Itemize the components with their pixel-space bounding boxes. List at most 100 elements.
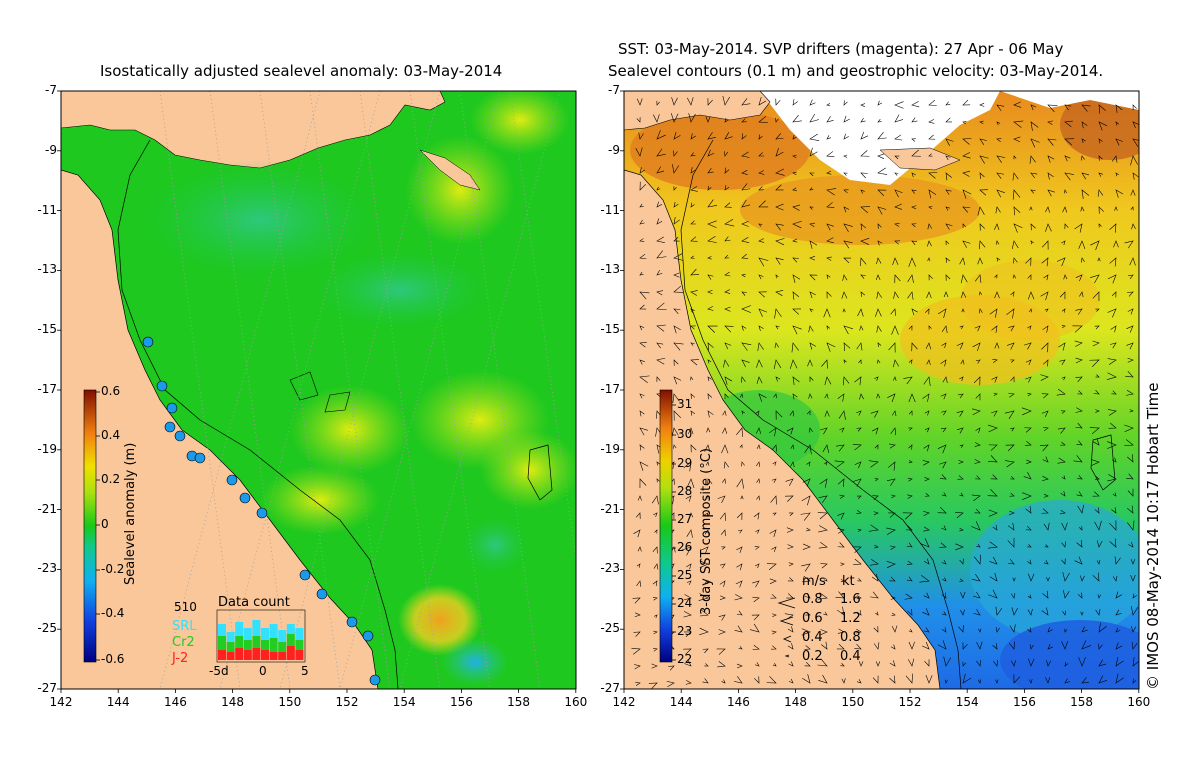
velocity-arrow	[639, 427, 648, 436]
velocity-arrow	[1027, 559, 1032, 565]
velocity-arrow	[1076, 540, 1083, 548]
velocity-arrow	[792, 99, 798, 106]
velocity-arrow	[636, 563, 641, 568]
new-caledonia-outline	[1090, 434, 1116, 491]
axis-tick-label: 148	[784, 695, 808, 709]
velocity-arrow	[860, 189, 865, 194]
velocity-arrow	[1043, 560, 1049, 565]
velocity-arrow	[772, 662, 777, 667]
velocity-arrow	[838, 410, 846, 420]
velocity-arrow	[860, 223, 867, 231]
velocity-arrow	[1095, 476, 1100, 480]
velocity-arrow	[749, 623, 760, 633]
velocity-arrow	[817, 592, 828, 600]
velocity-arrow	[1030, 104, 1037, 111]
velocity-arrow	[925, 675, 933, 684]
velocity-arrow	[854, 461, 862, 469]
velocity-arrow	[911, 138, 916, 142]
velocity-arrow	[872, 675, 879, 684]
velocity-arrow	[808, 427, 813, 433]
velocity-arrow	[809, 187, 814, 191]
velocity-arrow	[834, 460, 845, 468]
velocity-arrow	[802, 674, 811, 684]
velocity-arrow	[989, 308, 998, 318]
velocity-arrow	[907, 494, 913, 499]
velocity-arrow	[724, 236, 731, 242]
velocity-arrow	[1064, 678, 1071, 684]
velocity-arrow	[1081, 104, 1091, 112]
velocity-arrow	[1011, 660, 1017, 667]
velocity-arrow	[1124, 240, 1134, 249]
velocity-arrow	[995, 606, 1003, 616]
new-caledonia-outline	[527, 444, 553, 501]
velocity-arrow	[758, 170, 765, 175]
velocity-arrow	[944, 679, 948, 684]
velocity-arrow	[653, 512, 658, 518]
velocity-arrow	[1028, 573, 1035, 582]
velocity-arrow	[690, 393, 695, 400]
data-count-bar	[252, 620, 261, 636]
velocity-arrow	[1009, 510, 1015, 516]
velocity-arrow	[653, 114, 660, 123]
velocity-arrow	[683, 631, 692, 638]
velocity-arrow	[775, 410, 783, 420]
velocity-arrow	[826, 151, 835, 158]
velocity-arrow	[979, 155, 989, 164]
velocity-arrow	[894, 240, 900, 245]
velocity-arrow	[802, 478, 811, 487]
velocity-arrow	[922, 641, 930, 650]
velocity-arrow	[718, 629, 726, 635]
velocity-arrow	[1059, 291, 1066, 300]
sla-low-blob	[460, 515, 530, 575]
velocity-arrow	[635, 147, 643, 157]
velocity-arrow	[996, 104, 1005, 112]
velocity-arrow	[1011, 607, 1018, 616]
velocity-arrow	[1007, 522, 1015, 531]
velocity-arrow	[736, 478, 745, 489]
velocity-arrow	[802, 543, 811, 550]
velocity-arrow	[1075, 376, 1083, 383]
velocity-arrow	[1107, 358, 1117, 365]
velocity-arrow	[943, 291, 949, 298]
velocity-arrow	[719, 580, 726, 588]
velocity-arrow	[738, 646, 743, 650]
velocity-arrow	[1081, 172, 1090, 180]
velocity-arrow	[975, 393, 981, 401]
velocity-arrow	[775, 325, 780, 330]
solomon-islands	[419, 149, 481, 191]
velocity-arrow	[974, 459, 981, 464]
velocity-arrow	[852, 478, 862, 487]
axis-tick-label: -11	[600, 202, 620, 217]
velocity-arrow	[754, 676, 760, 684]
left-colorbar-ticks	[96, 391, 100, 661]
velocity-arrow	[1040, 374, 1049, 381]
axis-tick-label: -17	[600, 382, 620, 396]
velocity-arrow	[875, 611, 879, 616]
velocity-arrow	[1095, 308, 1100, 312]
velocity-arrow	[940, 393, 947, 400]
velocity-arrow	[792, 114, 802, 123]
velocity-arrow	[772, 613, 777, 618]
velocity-arrow	[818, 542, 828, 549]
velocity-arrow	[786, 427, 794, 435]
data-count-bar	[269, 624, 278, 638]
velocity-arrow	[1042, 325, 1049, 333]
velocity-arrow	[1064, 138, 1075, 146]
velocity-arrow	[686, 529, 693, 538]
velocity-legend-row-3-ms: 0.4	[802, 630, 823, 645]
velocity-arrow	[1126, 291, 1134, 297]
velocity-arrow	[1111, 457, 1117, 463]
velocity-arrow	[959, 578, 964, 582]
velocity-arrow	[736, 512, 743, 520]
velocity-arrow	[876, 325, 882, 333]
velocity-arrow	[734, 625, 743, 633]
velocity-arrow	[979, 189, 988, 196]
velocity-arrow	[995, 240, 1000, 245]
velocity-arrow	[820, 629, 828, 635]
velocity-arrow	[905, 673, 913, 684]
colorbar-tick-label: 23	[677, 624, 693, 638]
velocity-arrow	[870, 591, 879, 599]
velocity-arrow	[1080, 575, 1085, 582]
velocity-arrow	[639, 444, 645, 451]
velocity-arrow	[771, 478, 777, 483]
